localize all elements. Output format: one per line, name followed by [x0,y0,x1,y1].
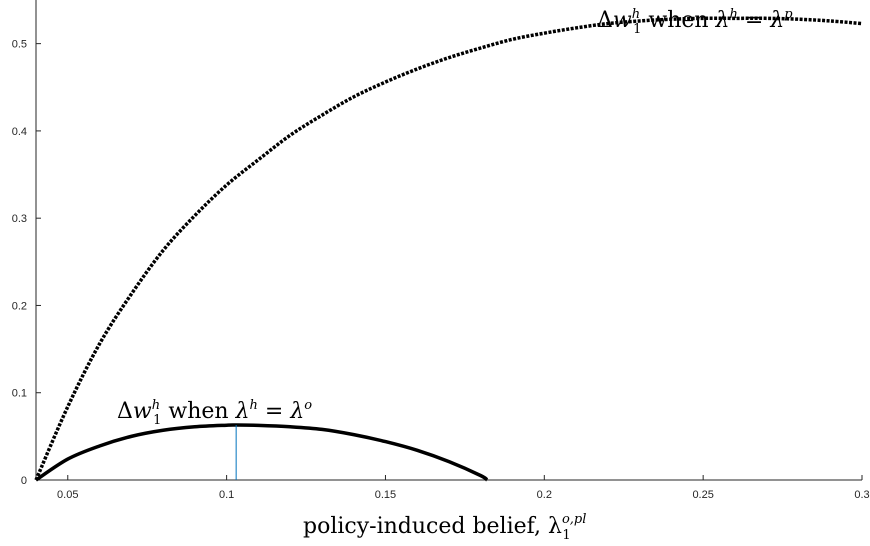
x-tick-label: 0.3 [854,489,869,501]
y-tick-label: 0.3 [12,213,27,225]
x-tick-label: 0.05 [57,489,78,501]
y-tick-label: 0.5 [12,39,27,51]
annotation-top: Δwh 1 when λh = λp [597,7,793,37]
x-tick-label: 0.25 [692,489,713,501]
axes [35,0,862,481]
y-tick-label: 0.1 [12,388,27,400]
annotation-bottom: Δwh 1 when λh = λo [117,398,312,428]
y-ticks: 0 0.1 0.2 0.3 0.4 0.5 [12,39,41,487]
series-line-lambda-o [35,423,489,482]
series-line-lambda-p [34,16,863,481]
x-tick-label: 0.2 [537,489,552,501]
x-tick-label: 0.15 [375,489,396,501]
y-tick-label: 0.4 [12,126,27,138]
series-layer [34,16,863,482]
x-axis-label: policy-induced belief, λo,pl 1 [303,512,586,543]
x-ticks: 0.05 0.1 0.15 0.2 0.25 0.3 [57,475,870,501]
x-tick-label: 0.1 [219,489,234,501]
y-tick-label: 0 [21,475,27,487]
y-tick-label: 0.2 [12,300,27,312]
